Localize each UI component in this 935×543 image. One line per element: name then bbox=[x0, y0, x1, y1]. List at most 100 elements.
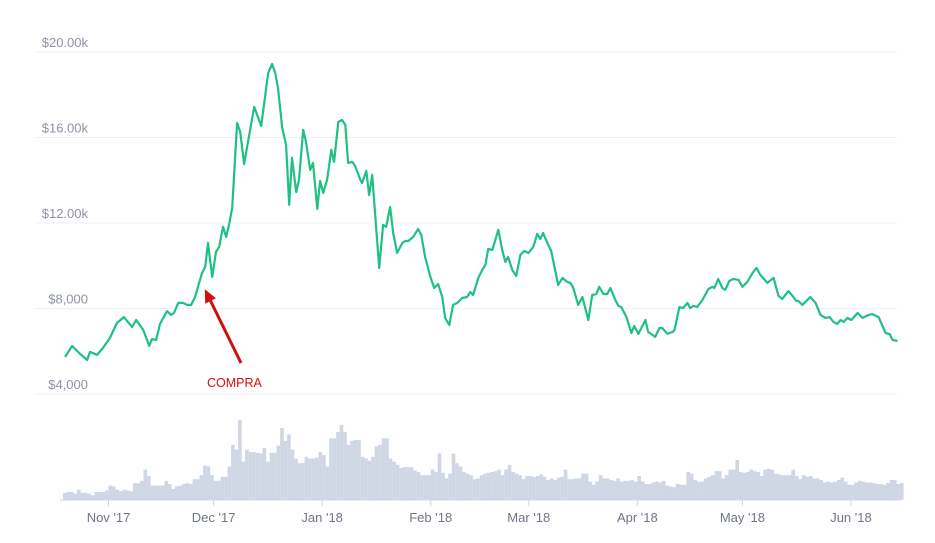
volume-bar bbox=[794, 476, 799, 500]
volume-bar bbox=[350, 440, 354, 500]
volume-bar bbox=[462, 472, 466, 500]
volume-bar bbox=[780, 475, 785, 500]
volume-bar bbox=[871, 483, 876, 500]
volume-bar bbox=[857, 480, 862, 500]
volume-bar bbox=[360, 456, 365, 500]
volume-bar bbox=[294, 458, 298, 500]
volume-bar bbox=[339, 424, 344, 500]
volume-bar bbox=[724, 475, 729, 500]
volume-bar bbox=[878, 484, 883, 500]
volume-bar bbox=[528, 476, 533, 500]
volume-bar bbox=[395, 464, 400, 500]
volume-bar bbox=[73, 493, 78, 500]
volume-bar bbox=[98, 492, 102, 500]
volume-bar bbox=[206, 466, 211, 500]
volume-bar bbox=[787, 475, 792, 500]
volume-bar bbox=[315, 457, 319, 500]
volume-bar bbox=[94, 492, 99, 500]
x-tick-label: Feb '18 bbox=[409, 510, 452, 525]
volume-bar bbox=[486, 472, 491, 500]
volume-bar bbox=[843, 481, 848, 500]
volume-bar bbox=[112, 486, 116, 500]
volume-bar bbox=[210, 475, 214, 500]
volume-bar bbox=[311, 458, 316, 500]
x-tick-label: May '18 bbox=[720, 510, 765, 525]
volume-bar bbox=[119, 491, 123, 500]
volume-bar bbox=[633, 481, 638, 500]
volume-bar bbox=[808, 476, 813, 500]
volume-bar bbox=[829, 482, 834, 500]
volume-bar bbox=[791, 469, 796, 500]
volume-bar bbox=[283, 440, 288, 500]
y-tick-label: $16.00k bbox=[42, 121, 89, 136]
volume-bar bbox=[164, 480, 169, 500]
volume-bar bbox=[798, 479, 803, 500]
volume-bar bbox=[560, 476, 564, 500]
volume-bar bbox=[192, 479, 197, 500]
volume-bar bbox=[367, 460, 372, 500]
volume-bars bbox=[63, 420, 904, 500]
volume-bar bbox=[455, 463, 459, 500]
volume-bar bbox=[731, 469, 736, 500]
volume-bar bbox=[626, 480, 631, 500]
y-tick-label: $4,000 bbox=[48, 377, 88, 392]
volume-bar bbox=[199, 475, 204, 500]
volume-bar bbox=[784, 475, 789, 500]
volume-bar bbox=[521, 479, 526, 500]
volume-bar bbox=[504, 469, 508, 500]
annotation-label: COMPRA bbox=[207, 376, 263, 390]
volume-bar bbox=[325, 466, 330, 500]
volume-bar bbox=[588, 481, 592, 500]
volume-bar bbox=[868, 482, 873, 500]
volume-bar bbox=[273, 452, 277, 500]
volume-bar bbox=[147, 476, 151, 500]
volume-bar bbox=[710, 475, 715, 500]
volume-bar bbox=[619, 481, 624, 500]
volume-bar bbox=[749, 469, 754, 500]
volume-bar bbox=[661, 480, 666, 500]
volume-bar bbox=[665, 485, 669, 500]
volume-bar bbox=[77, 489, 81, 500]
volume-bar bbox=[882, 484, 887, 500]
volume-bar bbox=[738, 472, 743, 500]
volume-bar bbox=[654, 481, 659, 500]
volume-bar bbox=[287, 434, 291, 500]
volume-bar bbox=[304, 456, 309, 500]
annotation-arrow-shaft bbox=[209, 300, 243, 364]
volume-bar bbox=[514, 473, 519, 500]
volume-bar bbox=[532, 476, 536, 500]
volume-bar bbox=[105, 490, 109, 500]
volume-bar bbox=[707, 476, 711, 500]
volume-bar bbox=[497, 469, 501, 500]
volume-bar bbox=[602, 478, 606, 500]
volume-bar bbox=[483, 473, 487, 500]
volume-bar bbox=[129, 491, 134, 500]
volume-bar bbox=[437, 453, 442, 500]
y-tick-label: $12.00k bbox=[42, 206, 89, 221]
volume-bar bbox=[217, 480, 221, 500]
volume-bar bbox=[728, 469, 732, 500]
volume-bar bbox=[378, 444, 382, 500]
volume-bar bbox=[255, 452, 260, 500]
volume-bar bbox=[444, 478, 449, 500]
volume-bar bbox=[84, 492, 88, 500]
volume-bar bbox=[668, 486, 673, 500]
volume-bar bbox=[875, 484, 880, 500]
volume-bar bbox=[143, 469, 148, 500]
volume-bar bbox=[567, 479, 571, 500]
volume-bar bbox=[651, 482, 655, 500]
volume-bar bbox=[721, 478, 725, 500]
volume-bar bbox=[346, 444, 351, 500]
volume-bar bbox=[770, 469, 775, 500]
volume-bar bbox=[427, 475, 431, 500]
volume-bar bbox=[70, 492, 74, 500]
volume-bar bbox=[87, 493, 92, 500]
volume-bar bbox=[581, 473, 585, 500]
volume-bar bbox=[290, 449, 295, 500]
volume-bar bbox=[66, 492, 71, 500]
volume-bar bbox=[185, 483, 190, 500]
volume-bar bbox=[752, 471, 757, 500]
volume-bar bbox=[535, 476, 540, 500]
volume-bar bbox=[402, 467, 407, 500]
volume-bar bbox=[259, 453, 263, 500]
